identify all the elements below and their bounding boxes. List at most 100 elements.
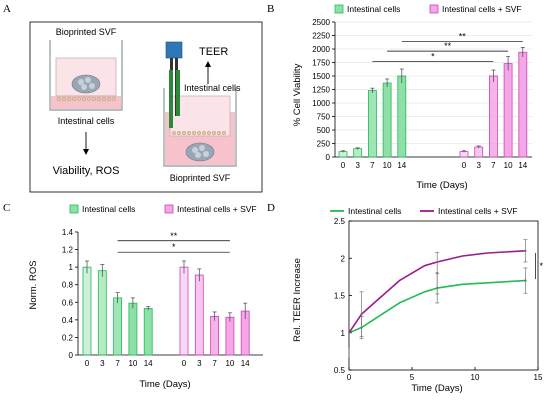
- y-tick-label: 0.2: [62, 333, 74, 342]
- svf-construct-icon: [71, 74, 101, 94]
- bar: [113, 297, 122, 356]
- arrow-down-icon: [83, 149, 89, 155]
- x-tick-label: 0: [182, 359, 187, 368]
- x-axis-label: Time (Days): [411, 383, 462, 394]
- panel-label-c: C: [3, 202, 10, 214]
- data-point: [524, 279, 527, 282]
- panel-label-a: A: [3, 3, 11, 15]
- x-tick-label: 0: [341, 161, 346, 170]
- y-tick-label: 0: [69, 351, 74, 360]
- x-tick-label: 14: [144, 359, 153, 368]
- legend-swatch-svf: [164, 204, 174, 214]
- bar: [353, 148, 363, 158]
- bar: [194, 274, 204, 356]
- x-tick-label: 0: [347, 373, 352, 382]
- chart-b-viability: Intestinal cells Intestinal cells + SVF …: [292, 4, 532, 191]
- x-tick-label: 7: [212, 359, 217, 368]
- panel-label-b: B: [267, 3, 274, 15]
- bar: [397, 75, 407, 158]
- y-tick-label: 2500: [312, 18, 330, 27]
- x-tick-label: 7: [491, 161, 496, 170]
- x-tick-label: 7: [370, 161, 375, 170]
- legend-label-intestinal: Intestinal cells: [82, 204, 135, 214]
- bar: [474, 146, 484, 158]
- series-line: [348, 279, 526, 334]
- y-tick-label: 0.5: [334, 366, 346, 375]
- transwell-right: [163, 41, 237, 167]
- bar: [503, 63, 513, 158]
- y-tick-label: 1750: [312, 59, 330, 68]
- y-tick-label: 0: [326, 153, 331, 162]
- legend-label-svf: Intestinal cells + SVF: [177, 204, 257, 214]
- schematic-panel: Bioprinted SVF Intestinal cells Viabilit…: [29, 21, 263, 193]
- y-tick-label: 0.4: [62, 316, 74, 325]
- y-tick-label: 2.5: [334, 217, 346, 226]
- bar: [367, 90, 377, 158]
- data-point: [360, 312, 363, 316]
- significance-label: **: [459, 32, 467, 42]
- y-tick-label: 500: [317, 126, 331, 135]
- legend-swatch-intestinal: [69, 204, 79, 214]
- label-bioprinted-svf-top: Bioprinted SVF: [56, 27, 117, 37]
- x-axis-label: Time (Days): [139, 379, 190, 390]
- y-tick-label: 1250: [312, 86, 330, 95]
- x-tick-label: 10: [471, 373, 480, 382]
- chart-d-teer: Intestinal cells Intestinal cells + SVF …: [292, 206, 543, 394]
- x-axis-label: Time (Days): [416, 180, 467, 191]
- data-point: [436, 271, 439, 275]
- significance-label: **: [170, 231, 178, 241]
- chart-c-ros: Intestinal cells Intestinal cells + SVF …: [28, 204, 263, 390]
- y-tick-label: 2000: [312, 45, 330, 54]
- y-tick-label: 2: [341, 254, 346, 263]
- y-tick-label: 1: [69, 263, 74, 272]
- x-tick-label: 0: [85, 359, 90, 368]
- legend-label-svf: Intestinal cells + SVF: [442, 4, 522, 14]
- x-tick-label: 3: [197, 359, 202, 368]
- y-tick-label: 1000: [312, 99, 330, 108]
- bar: [382, 82, 392, 158]
- legend-label-intestinal: Intestinal cells: [347, 4, 400, 14]
- significance-label: *: [539, 261, 543, 271]
- svf-construct-icon: [185, 142, 215, 162]
- bar: [225, 316, 235, 356]
- x-tick-label: 3: [100, 359, 105, 368]
- y-tick-label: 750: [317, 113, 331, 122]
- y-tick-label: 1500: [312, 72, 330, 81]
- label-viability-ros: Viability, ROS: [53, 165, 120, 177]
- plot-frame: [348, 220, 539, 371]
- bar: [97, 270, 107, 356]
- bar: [518, 51, 528, 158]
- label-teer: TEER: [199, 46, 228, 58]
- bar: [128, 302, 138, 356]
- arrow-up-icon: [205, 61, 211, 67]
- x-tick-label: 10: [225, 359, 234, 368]
- x-tick-label: 3: [476, 161, 481, 170]
- transwell-left: [49, 40, 123, 111]
- legend-swatch-svf: [429, 4, 439, 14]
- legend-label-svf: Intestinal cells + SVF: [438, 206, 518, 216]
- x-tick-label: 3: [355, 161, 360, 170]
- x-tick-label: 0: [462, 161, 467, 170]
- x-tick-label: 14: [397, 161, 406, 170]
- significance-label: *: [431, 51, 435, 61]
- y-tick-label: 1.4: [62, 228, 74, 237]
- significance-label: **: [444, 41, 452, 51]
- significance-label: *: [172, 242, 176, 252]
- schematic-frame: [29, 21, 263, 193]
- y-axis-label: Norm. ROS: [28, 260, 39, 309]
- x-tick-label: 10: [504, 161, 513, 170]
- x-tick-label: 15: [534, 373, 543, 382]
- y-tick-label: 250: [317, 140, 331, 149]
- teer-meter-icon: [165, 41, 183, 59]
- legend-swatch-intestinal: [334, 4, 344, 14]
- series-line: [348, 250, 526, 334]
- x-tick-label: 7: [115, 359, 120, 368]
- y-axis-label: Rel. TEER Increase: [292, 258, 303, 342]
- y-tick-label: 0.8: [62, 281, 74, 290]
- bar: [82, 266, 92, 356]
- y-tick-label: 1.5: [334, 292, 346, 301]
- label-intestinal-cells-left: Intestinal cells: [58, 116, 115, 126]
- bar: [143, 308, 153, 356]
- data-point: [524, 249, 527, 252]
